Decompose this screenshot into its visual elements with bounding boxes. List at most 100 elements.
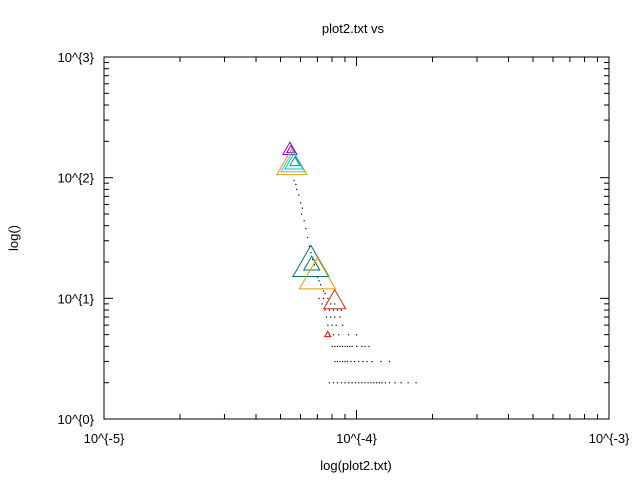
data-point [330,316,332,318]
data-point [384,382,386,384]
data-points [293,179,417,384]
data-point [381,382,383,384]
x-tick-label: 10^{-4} [336,431,377,446]
data-point [296,188,298,191]
data-point [307,236,309,239]
data-point [378,382,380,384]
data-point [367,382,369,384]
triangle-marker [322,288,347,310]
data-point [341,345,344,348]
data-point [305,227,307,230]
data-point [361,382,363,384]
data-point [344,360,346,363]
data-point [332,309,335,311]
data-point [368,345,370,348]
x-tick-label: 10^{-3} [589,431,630,446]
data-point [335,324,337,326]
data-point [327,324,329,326]
triangle-marker [302,255,321,271]
triangle-marker [284,152,304,170]
data-point [415,382,417,384]
y-tick-label: 10^{1} [58,291,95,306]
x-axis-label: log(plot2.txt) [320,458,392,473]
data-point [332,334,335,336]
data-point [375,382,378,384]
data-point [324,309,326,311]
axes: 10^{-5} 10^{-4} 10^{-3} 10^{0} 10^{1} 10^{2} 1… [58,50,631,446]
data-point [394,382,396,384]
y-axis-label: log() [6,225,21,251]
data-point [340,309,342,311]
plot-border [103,56,610,420]
data-point [366,360,368,363]
data-point [334,303,336,305]
data-point [318,297,320,300]
data-point [310,251,312,254]
data-point [388,382,391,384]
data-point [319,284,322,286]
data-point [356,334,358,336]
data-point [346,345,349,348]
data-point [301,207,303,209]
data-point [336,345,339,348]
data-point [388,360,391,363]
data-point [339,360,341,363]
data-point [370,382,372,384]
data-point [322,290,325,292]
data-point [312,258,314,261]
chart-title: plot2.txt vs [322,21,385,36]
data-point [321,303,323,305]
y-tick-label: 10^{2} [58,171,95,186]
data-point [354,382,357,384]
triangle-marker [282,141,298,155]
data-point [341,360,344,363]
triangle-marker [292,244,330,277]
data-point [332,382,335,384]
data-point [351,382,353,384]
data-point [336,360,339,363]
data-point [336,309,339,311]
data-point [313,264,315,266]
data-point [407,382,409,384]
data-point [334,345,336,348]
data-point [373,382,375,384]
data-point [348,334,350,336]
data-point [293,179,295,182]
y-tick-label: 10^{0} [58,412,95,427]
data-point [324,292,326,295]
data-point [328,382,330,384]
data-point [339,345,341,348]
data-point [346,360,349,363]
data-point [325,316,328,318]
data-point [303,220,305,222]
data-point [327,297,329,300]
data-point [344,345,346,348]
triangle-markers [276,141,347,338]
data-point [334,360,336,363]
data-point [331,345,333,348]
data-point [358,382,360,384]
data-point [361,345,363,348]
data-point [353,360,355,363]
data-point [328,309,330,311]
data-point [300,213,303,215]
data-point [400,382,402,384]
data-point [358,360,360,363]
data-point [364,382,366,384]
data-point [336,382,339,384]
data-point [344,382,346,384]
data-point [350,360,352,363]
data-point [318,280,320,282]
triangle-marker [289,156,301,167]
data-point [339,316,341,318]
data-point [338,334,340,336]
data-point [334,316,336,318]
data-point [380,360,382,363]
data-point [331,324,333,326]
data-point [341,324,344,326]
data-point [299,202,302,204]
data-point [349,345,351,348]
data-point [322,297,325,300]
x-tick-label: 10^{-5} [84,431,125,446]
